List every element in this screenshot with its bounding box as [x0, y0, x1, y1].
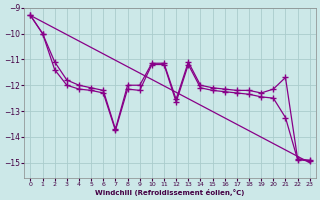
X-axis label: Windchill (Refroidissement éolien,°C): Windchill (Refroidissement éolien,°C) [95, 189, 245, 196]
